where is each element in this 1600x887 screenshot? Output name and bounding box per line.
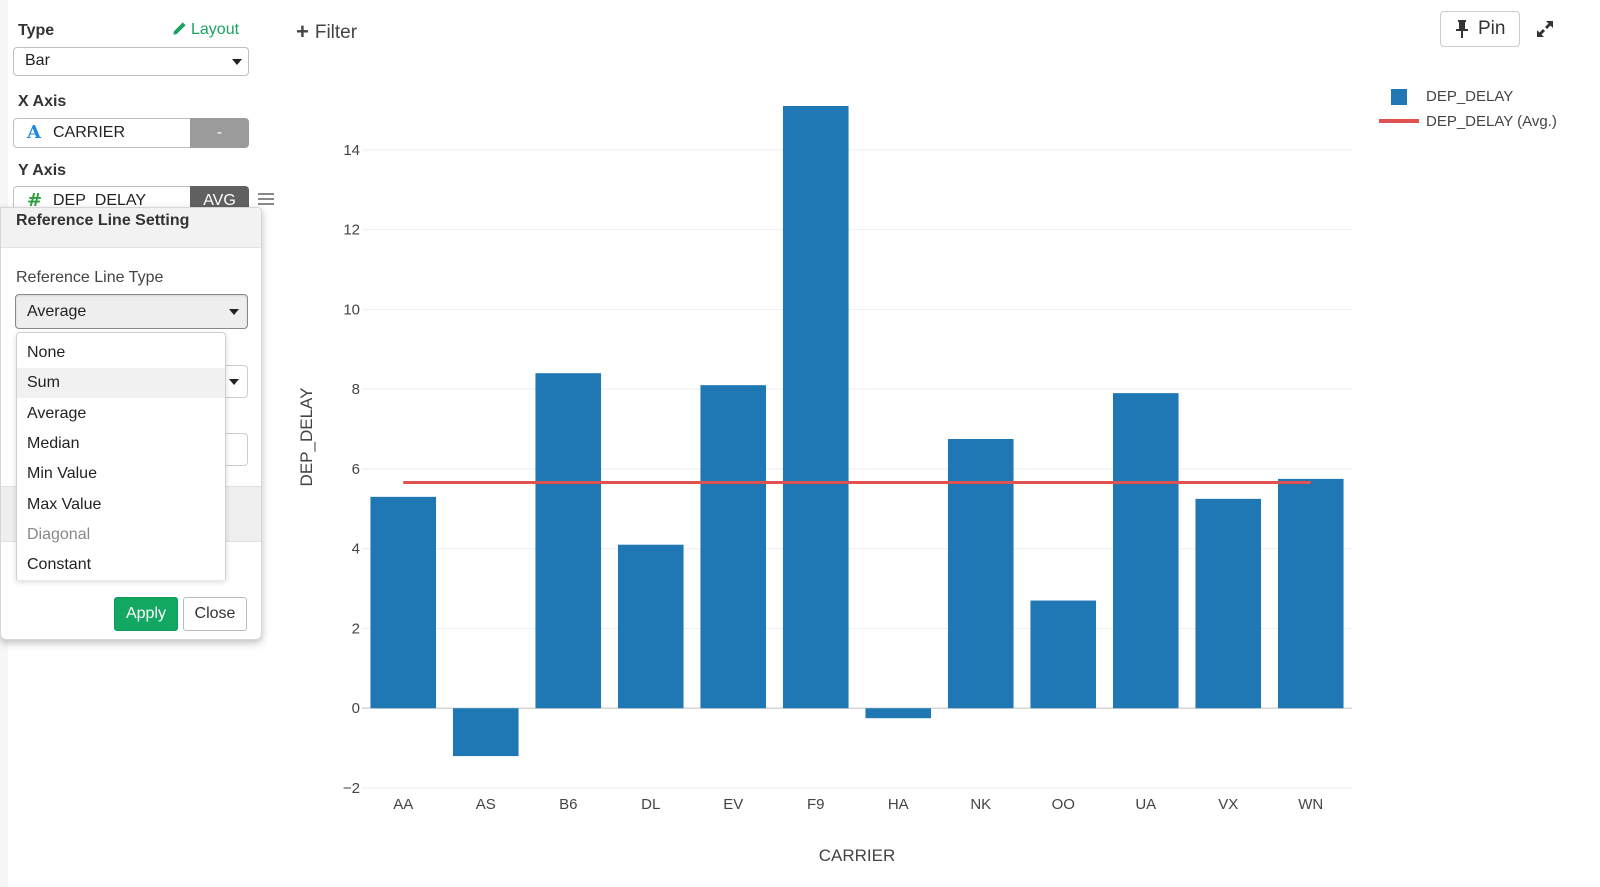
x-axis-field[interactable]: A CARRIER (13, 118, 191, 148)
hamburger-menu-icon[interactable] (258, 193, 274, 205)
bar-ua (1112, 393, 1179, 709)
bar-oo (1030, 600, 1097, 709)
option-none[interactable]: None (27, 344, 66, 361)
number-type-icon: # (27, 190, 43, 211)
filter-button[interactable]: + Filter (296, 19, 357, 45)
bar-f9 (782, 105, 849, 709)
reference-line-type-value: Average (27, 303, 87, 320)
bar-b6 (535, 373, 602, 709)
popover-header: Reference Line Setting (1, 208, 261, 248)
reference-line-popover: Reference Line Setting Reference Line Ty… (0, 207, 262, 640)
bar-vx (1195, 498, 1262, 709)
bar-dl (617, 544, 684, 709)
option-min-value[interactable]: Min Value (27, 465, 97, 482)
bar-ha (865, 708, 932, 719)
y-tick-label: 10 (343, 301, 360, 318)
text-type-icon: A (27, 122, 41, 143)
option-median[interactable]: Median (27, 435, 80, 452)
x-tick-label: VX (1218, 796, 1238, 813)
chart-bars (370, 105, 1344, 757)
x-axis-aggregation-button[interactable]: - (190, 118, 249, 148)
reference-line-type-dropdown: None Sum Average Median Min Value Max Va… (16, 332, 226, 580)
pin-button[interactable]: Pin (1440, 11, 1520, 47)
chevron-down-icon (232, 59, 242, 65)
option-sum[interactable]: Sum (17, 368, 225, 398)
bar-nk (947, 439, 1014, 709)
pin-icon (1456, 20, 1468, 38)
pin-button-label: Pin (1478, 18, 1506, 39)
y-tick-label: 0 (352, 700, 360, 717)
pencil-icon (173, 22, 186, 35)
popover-title: Reference Line Setting (16, 212, 190, 229)
reference-line-type-label: Reference Line Type (16, 269, 164, 286)
x-tick-label: OO (1052, 796, 1075, 813)
plus-icon: + (296, 19, 309, 44)
x-tick-label: EV (723, 796, 743, 813)
apply-button[interactable]: Apply (114, 597, 178, 631)
x-tick-label: UA (1135, 796, 1156, 813)
x-tick-label: F9 (807, 796, 825, 813)
y-axis-title: DEP_DELAY (297, 388, 316, 487)
x-tick-label: HA (888, 796, 909, 813)
x-tick-label: NK (970, 796, 991, 813)
x-tick-label: AA (393, 796, 413, 813)
x-axis-title: CARRIER (819, 846, 896, 865)
y-tick-label: 12 (343, 222, 360, 239)
bar-aa (370, 496, 437, 709)
option-constant[interactable]: Constant (27, 556, 92, 573)
expand-icon[interactable] (1536, 20, 1554, 38)
reference-line-type-select[interactable]: Average (15, 294, 248, 329)
x-axis-label: X Axis (18, 93, 67, 110)
layout-link-label: Layout (191, 21, 240, 38)
y-tick-label: 8 (352, 381, 360, 398)
x-tick-label: B6 (559, 796, 577, 813)
x-tick-label: WN (1298, 796, 1323, 813)
type-label: Type (18, 22, 55, 39)
bar-wn (1277, 478, 1344, 709)
chart-type-select[interactable]: Bar (13, 47, 249, 76)
legend-label-dep-delay: DEP_DELAY (1426, 88, 1514, 105)
chevron-down-icon (229, 379, 239, 385)
option-average[interactable]: Average (27, 405, 87, 422)
close-button[interactable]: Close (183, 597, 247, 631)
chart-gridlines (362, 149, 1352, 789)
chevron-down-icon (229, 309, 239, 315)
bar-ev (700, 385, 767, 709)
y-tick-label: 14 (343, 142, 360, 159)
legend-label-reference-line: DEP_DELAY (Avg.) (1426, 113, 1557, 130)
bar-as (452, 708, 519, 757)
x-axis-field-name: CARRIER (53, 124, 126, 141)
y-axis-field-name: DEP_DELAY (53, 192, 147, 209)
legend-swatch-reference-line (1379, 119, 1419, 123)
chart-type-value: Bar (25, 52, 50, 69)
y-axis-label: Y Axis (18, 162, 67, 179)
y-tick-label: −2 (343, 780, 360, 797)
y-tick-label: 6 (352, 461, 360, 478)
filter-button-label: Filter (314, 22, 358, 43)
x-tick-label: AS (476, 796, 496, 813)
legend-swatch-dep-delay (1391, 89, 1407, 105)
chart-axes: −2 0 2 4 6 8 10 12 14 AA AS B6 DL EV F9 HA NK OO UA VX WN CAR… (297, 142, 1323, 865)
y-tick-label: 2 (352, 620, 360, 637)
x-tick-label: DL (641, 796, 660, 813)
option-diagonal: Diagonal (27, 526, 91, 543)
option-max-value[interactable]: Max Value (27, 496, 102, 513)
y-tick-label: 4 (352, 541, 360, 558)
layout-link[interactable]: Layout (172, 21, 239, 39)
